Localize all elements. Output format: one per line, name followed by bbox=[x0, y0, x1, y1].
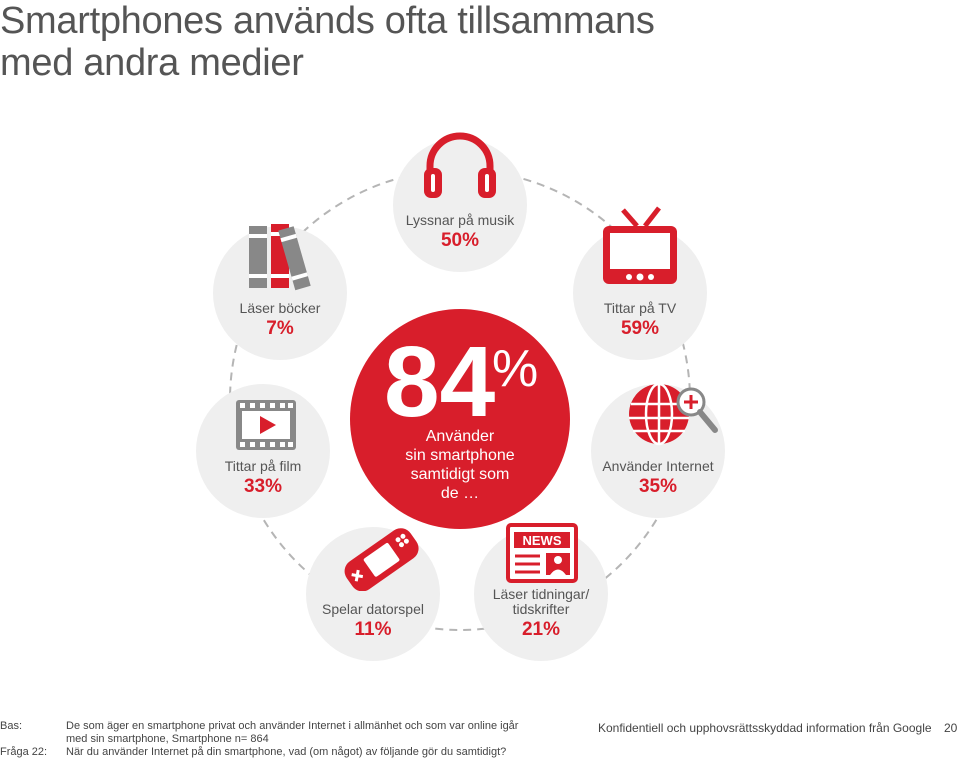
news-badge-text: NEWS bbox=[523, 533, 562, 548]
film-label: Tittar på film bbox=[224, 458, 302, 474]
center-value: 84 bbox=[384, 326, 496, 438]
news-label-1: Läser tidningar/ bbox=[492, 586, 590, 602]
news-label-2: tidskrifter bbox=[512, 601, 570, 617]
film-pct: 33% bbox=[243, 476, 283, 497]
headphones-icon bbox=[424, 132, 496, 198]
game-controller-icon bbox=[344, 528, 419, 591]
news-pct: 21% bbox=[521, 619, 561, 640]
center-line-1: Använder bbox=[425, 428, 495, 445]
footer-bas-label: Bas: bbox=[0, 720, 23, 732]
music-pct: 50% bbox=[440, 230, 480, 251]
node-film: Tittar på film 33% bbox=[196, 384, 330, 518]
books-pct: 7% bbox=[266, 318, 294, 339]
footer-confidential: Konfidentiell och upphovsrättsskyddad in… bbox=[598, 721, 932, 735]
page-number: 20 bbox=[944, 721, 958, 735]
footer-bas-line1: De som äger en smartphone privat och anv… bbox=[66, 720, 519, 732]
center-line-4: de … bbox=[440, 485, 480, 502]
node-games: Spelar datorspel 11% bbox=[306, 527, 440, 661]
page-title: Smartphones används ofta tillsammans med… bbox=[0, 0, 900, 84]
books-icon bbox=[249, 224, 311, 291]
games-label: Spelar datorspel bbox=[322, 601, 424, 617]
center-stat: 84 % Använder sin smartphone samtidigt s… bbox=[350, 309, 570, 529]
center-line-2: sin smartphone bbox=[405, 447, 515, 464]
footer-fraga-text: När du använder Internet på din smartpho… bbox=[66, 746, 507, 758]
title-line-1: Smartphones används ofta tillsammans bbox=[0, 0, 655, 42]
tv-icon bbox=[603, 206, 677, 284]
footer-bas-line2: med sin smartphone, Smartphone n= 864 bbox=[66, 733, 269, 745]
node-tv: Tittar på TV 59% bbox=[573, 206, 707, 360]
node-music: Lyssnar på musik 50% bbox=[393, 132, 527, 272]
center-unit: % bbox=[492, 340, 539, 398]
center-line-3: samtidigt som bbox=[410, 466, 510, 483]
footer-fraga-label: Fråga 22: bbox=[0, 746, 48, 758]
film-play-icon bbox=[236, 400, 296, 450]
globe-search-icon bbox=[629, 382, 718, 446]
internet-pct: 35% bbox=[638, 476, 678, 497]
newspaper-icon: NEWS bbox=[506, 523, 578, 583]
books-label: Läser böcker bbox=[239, 300, 321, 316]
node-internet: Använder Internet 35% bbox=[591, 382, 725, 518]
node-news: NEWS Läser tidningar/ tidskrifter 21% bbox=[474, 523, 608, 661]
title-line-2: med andra medier bbox=[0, 42, 304, 84]
tv-label: Tittar på TV bbox=[603, 300, 677, 316]
internet-label: Använder Internet bbox=[602, 458, 714, 474]
node-books: Läser böcker 7% bbox=[213, 224, 347, 360]
music-label: Lyssnar på musik bbox=[405, 212, 515, 228]
games-pct: 11% bbox=[354, 619, 392, 640]
tv-pct: 59% bbox=[620, 318, 660, 339]
center-description: Använder sin smartphone samtidigt som de… bbox=[350, 427, 570, 503]
